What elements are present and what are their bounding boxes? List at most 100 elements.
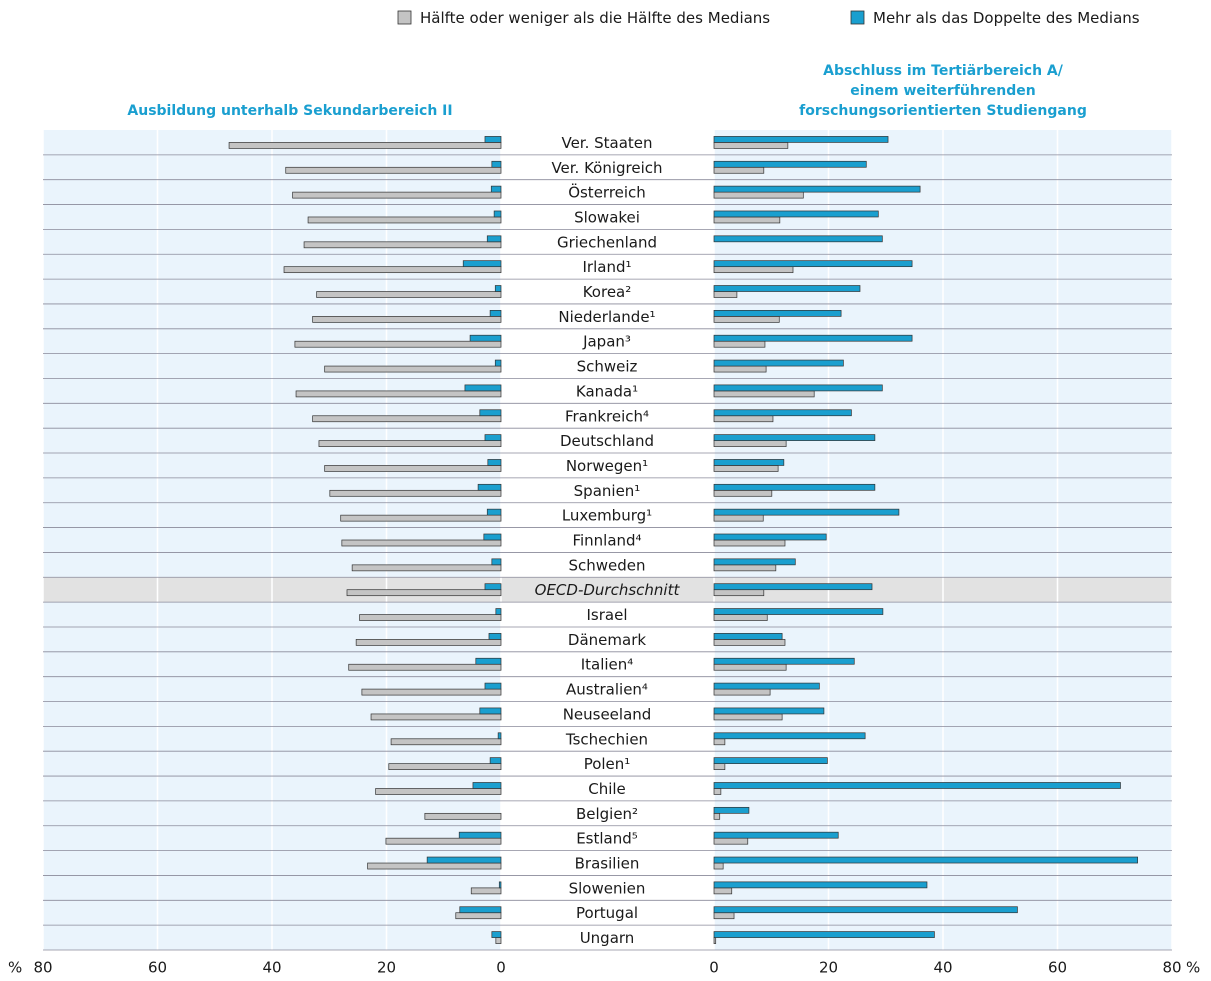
bar: [713, 160, 867, 168]
category-label: Israel: [587, 606, 628, 624]
category-label: Ungarn: [580, 929, 635, 947]
bar: [292, 191, 502, 199]
category-label: Schweiz: [577, 358, 638, 376]
bar: [713, 682, 820, 690]
category-label: Tschechien: [565, 730, 648, 748]
x-tick-label: 20: [819, 959, 838, 977]
bar: [713, 782, 1121, 789]
x-tick-label: 60: [148, 959, 167, 977]
category-label: Korea²: [583, 283, 632, 301]
bar: [361, 688, 502, 696]
bar: [472, 782, 502, 789]
category-label: Finnland⁴: [572, 532, 641, 550]
legend-swatch: [397, 10, 412, 25]
category-label: Chile: [588, 780, 626, 798]
category-label: Italien⁴: [581, 656, 634, 674]
legend-swatch: [850, 10, 865, 25]
bar: [713, 633, 783, 640]
category-label: Niederlande¹: [558, 308, 655, 326]
bar: [426, 856, 502, 864]
bar: [491, 558, 502, 566]
bar: [713, 210, 879, 218]
bar: [493, 210, 502, 218]
bar: [713, 459, 785, 466]
bar: [307, 216, 502, 224]
bar: [713, 285, 861, 292]
bar: [489, 757, 502, 764]
panel-title: Abschluss im Tertiärbereich A/: [823, 63, 1064, 79]
bar: [713, 931, 935, 938]
bar: [713, 906, 1018, 914]
bar: [303, 241, 502, 249]
bar: [489, 310, 502, 317]
bar: [713, 539, 786, 547]
bar: [388, 763, 502, 770]
bar: [713, 334, 913, 342]
bar: [477, 483, 502, 491]
bar: [295, 390, 502, 398]
bar: [385, 837, 502, 845]
bar: [469, 334, 502, 342]
bar: [329, 489, 502, 497]
x-tick-label: 0: [496, 959, 506, 977]
bar: [370, 713, 502, 721]
bar: [713, 185, 921, 193]
x-tick-label: 80: [1162, 959, 1181, 977]
bar: [455, 912, 502, 920]
bar: [312, 316, 502, 323]
category-label: Neuseeland: [563, 705, 652, 723]
bar: [348, 663, 502, 671]
category-label: Estland⁵: [576, 830, 638, 848]
bar: [713, 788, 722, 795]
category-label: Deutschland: [560, 432, 654, 450]
category-label: Norwegen¹: [566, 457, 648, 475]
bar: [713, 831, 839, 839]
bar: [355, 639, 502, 646]
bar: [494, 285, 502, 292]
bar: [484, 434, 502, 441]
bar: [488, 633, 502, 640]
category-label: Kanada¹: [576, 382, 638, 400]
bar: [713, 732, 866, 740]
bar: [351, 564, 502, 572]
x-unit: %: [1186, 959, 1200, 977]
bar: [312, 415, 502, 423]
x-unit: %: [8, 959, 22, 977]
x-tick-label: 20: [377, 959, 396, 977]
bar: [713, 508, 900, 516]
bar: [713, 415, 774, 423]
bar: [495, 937, 502, 944]
bar: [713, 310, 842, 317]
bar: [713, 409, 852, 417]
bar: [459, 906, 502, 914]
category-label: Belgien²: [576, 805, 638, 823]
bar: [490, 185, 502, 193]
bar: [390, 738, 502, 746]
category-label: Ver. Königreich: [551, 159, 662, 177]
bar: [464, 384, 502, 392]
category-label: Portugal: [576, 904, 638, 922]
category-label: Spanien¹: [574, 482, 641, 500]
bar: [713, 881, 928, 889]
bar: [475, 657, 502, 665]
bar: [713, 136, 889, 143]
bar: [484, 583, 502, 591]
bar: [713, 614, 768, 621]
category-label: Irland¹: [583, 258, 632, 276]
bar: [713, 806, 750, 814]
category-label: Frankreich⁴: [565, 407, 649, 425]
bar: [713, 862, 724, 870]
category-label: Luxemburg¹: [562, 507, 652, 525]
bar: [713, 688, 771, 696]
bar: [713, 763, 726, 770]
bar: [324, 465, 502, 472]
bar: [479, 707, 502, 715]
bar: [458, 831, 502, 839]
bar: [316, 291, 502, 298]
bar: [713, 316, 780, 323]
category-label: Australien⁴: [566, 681, 648, 699]
category-label: Slowenien: [569, 879, 646, 897]
bar: [713, 533, 827, 541]
bar: [479, 409, 502, 417]
category-label: Dänemark: [568, 631, 646, 649]
